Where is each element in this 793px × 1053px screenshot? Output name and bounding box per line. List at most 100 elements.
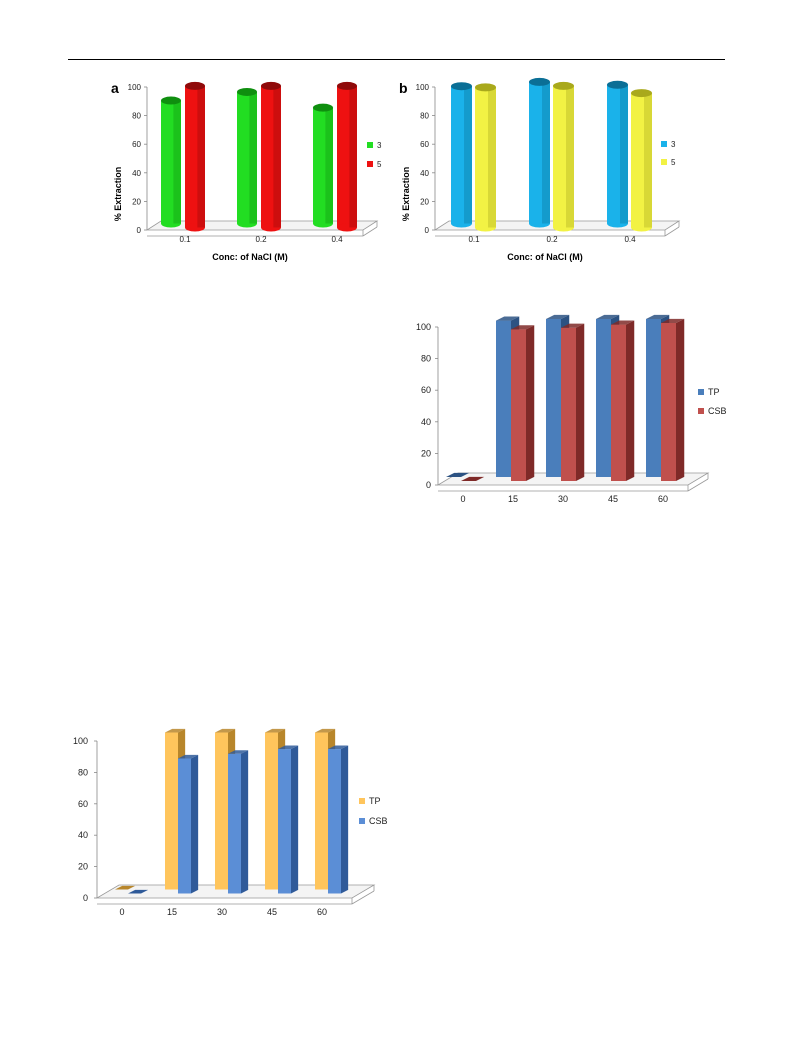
chart-a-bar-top [185,81,205,90]
chart-b-bar-shade [542,81,550,224]
chart-a-ytick-label: 0 [137,226,142,235]
chart-a-legend-label: 5 [377,160,382,169]
chart-c-legend-swatch [698,389,704,395]
chart-c-ytick-label: 100 [416,322,431,332]
chart-d-bar-top [165,728,186,733]
chart-b-ytick-label: 20 [420,197,429,206]
chart-c-bar [446,472,470,477]
chart-d-category-label: 60 [317,907,327,917]
chart-a-bar-shade [197,85,205,228]
chart-d-bar-side [341,745,349,894]
chart-d-bar-top [278,745,299,750]
chart-a-bar-base [337,223,357,232]
chart-c-category-label: 15 [508,494,518,504]
chart-a-legend-swatch [367,142,373,148]
panel-letter-b: b [399,80,408,96]
chart-d-ytick-label: 60 [78,799,88,809]
chart-d-bar-side [191,754,199,894]
chart-a-bar [185,85,205,228]
chart-d-bar [115,885,136,890]
chart-a-bar-shade [349,85,357,228]
chart-a-plot: 0 20 40 60 80 100 0.1 0.2 0.4 3 5 [128,81,382,244]
chart-a-legend-label: 3 [377,141,382,150]
chart-d-ytick-label: 0 [83,893,88,903]
chart-d-bar [265,732,278,890]
chart-b-bar-shade [644,93,652,228]
chart-a-bar-top [261,81,281,90]
chart-c-bar-top [496,316,520,321]
chart-b-bar [475,87,496,228]
chart-d-bar [165,732,178,890]
chart-c-bar-side [626,320,635,481]
chart-b-ytick-label: 40 [420,169,429,178]
chart-b-plot: 0 20 40 60 80 100 0.1 0.2 0.4 3 5 [416,77,681,244]
chart-c-bar-top [611,320,635,325]
chart-b-legend-label: 3 [671,140,676,149]
chart-b: b % Extraction Conc: of NaCl (M) 0 20 40 60… [395,74,685,279]
chart-a-legend-swatch [367,161,373,167]
chart-d-bar-top [328,745,349,750]
chart-d-category-label: 15 [167,907,177,917]
chart-d-bar-top [228,750,249,754]
chart-a-floor-edge [362,226,378,237]
chart-b-bar-shade [488,87,496,228]
chart-d-bar-top [315,728,336,733]
chart-b-bar-top [529,77,550,86]
chart-c-bar [496,320,511,477]
chart-b-legend-swatch [661,141,667,147]
chart-a-bar-base [237,219,257,228]
chart-b-bar-shade [620,84,628,224]
chart-b-ylabel: % Extraction [401,167,411,222]
chart-d-category-label: 45 [267,907,277,917]
chart-d-bar [228,753,241,894]
chart-d-bar-top [265,728,286,733]
chart-c-bar-top [561,323,585,328]
chart-b-legend-swatch [661,159,667,165]
chart-d-floor-edge [351,890,375,905]
chart-d-bar [328,749,341,894]
chart-c-bar [661,323,676,481]
chart-d-ytick-label: 100 [73,736,88,746]
chart-b-bar [529,81,550,224]
chart-d-bar-side [241,750,249,894]
chart-b-bar [631,93,652,228]
chart-c-ytick-label: 80 [421,354,431,364]
chart-c-category-label: 45 [608,494,618,504]
chart-a-bar [337,85,357,228]
chart-b-xlabel: Conc: of NaCl (M) [507,252,583,262]
chart-d-legend-swatch [359,798,365,804]
chart-a-ytick-label: 80 [132,112,141,121]
chart-d-svg: 0 20 40 60 80 100 0 15 30 45 60 TP CSB [73,728,388,917]
chart-a-bar-base [185,223,205,232]
chart-a-ytick-label: 100 [128,83,142,92]
chart-b-ytick-label: 100 [416,83,430,92]
chart-a-bar-shade [173,100,181,224]
chart-d-bar-top [215,728,236,733]
chart-c-bar [546,319,561,477]
chart-a-category-label: 0.4 [331,235,343,244]
chart-a-bar-top [313,103,333,112]
chart-c-bar [611,324,626,481]
chart-c: 0 20 40 60 80 100 0 15 30 45 60 TP CSB [413,312,743,517]
chart-d-bar [178,758,191,894]
chart-d-legend-swatch [359,818,365,824]
chart-d-bar [278,749,291,894]
chart-a-bar-shade [273,85,281,228]
chart-b-ytick-label: 80 [420,112,429,121]
chart-b-ytick-label: 60 [420,140,429,149]
chart-b-bar-top [631,89,652,98]
chart-d-ytick-label: 20 [78,862,88,872]
chart-b-bar-base [607,219,628,228]
chart-b-category-label: 0.2 [546,235,558,244]
chart-d-ytick-label: 40 [78,830,88,840]
chart-c-bar-side [526,325,535,481]
chart-c-floor-edge [687,478,709,492]
chart-d-category-label: 0 [119,907,124,917]
chart-b-category-label: 0.1 [468,235,480,244]
chart-c-legend-swatch [698,408,704,414]
chart-b-bar [553,85,574,228]
chart-a-ytick-label: 60 [132,140,141,149]
chart-b-legend-label: 5 [671,158,676,167]
chart-c-ytick-label: 20 [421,448,431,458]
chart-c-ytick-label: 40 [421,417,431,427]
